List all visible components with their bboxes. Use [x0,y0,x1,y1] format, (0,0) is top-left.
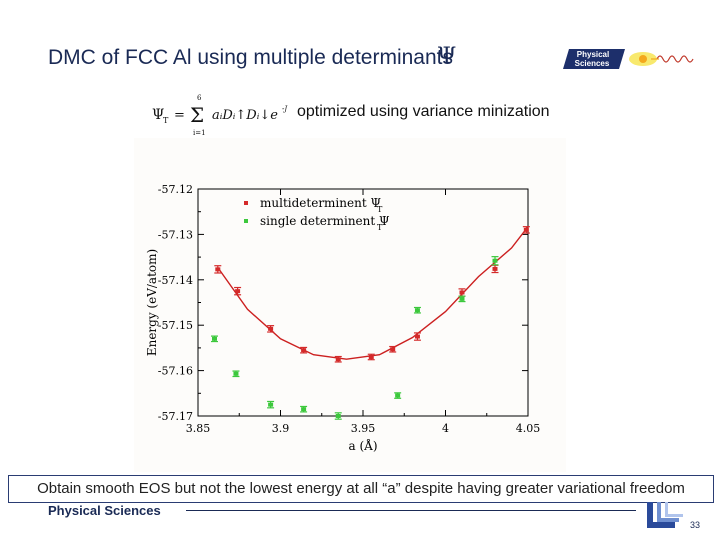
multideterminant-point [215,267,221,272]
x-tick-label: 4.05 [516,422,541,435]
logo-text-line2: Sciences [575,59,610,68]
legend-multideterminant-text: multideterminent Ψ [260,196,381,210]
multideterminant-point [268,326,274,331]
single-determinant-point [492,258,498,263]
slide-caption: Obtain smooth EOS but not the lowest ene… [8,475,714,503]
single-determinant-point [212,336,217,341]
multideterminant-point [390,347,396,352]
formula-sum-bottom: i=1 [193,129,206,137]
formula-lhs-sub: T [163,116,169,125]
multideterminant-point [523,227,529,232]
formula-lhs: Ψ [152,107,164,123]
eos-chart: 3.85 3.9 3.95 4 4.05 -57.12 -57.13 -57.14 -57.15… [145,183,541,453]
formula-equals: = [174,108,185,123]
single-determinant-point [414,308,420,313]
fit-curve [217,226,529,360]
legend-single-determinant-text: single determinent Ψ [260,214,390,228]
x-tick-label: 3.85 [186,422,211,435]
single-determinant-point [335,414,341,418]
x-tick-label: 3.95 [351,422,376,435]
multideterminant-point [235,289,241,294]
formula-sigma: Σ [190,103,204,127]
y-tick-label: -57.17 [158,410,193,423]
x-axis-label: a (Å) [349,438,378,453]
single-determinant-point [301,407,307,412]
formula-body: aᵢDᵢ↑Dᵢ↓e [212,108,278,123]
wavefunction-formula: Ψ T = Σ 6 i=1 aᵢDᵢ↑Dᵢ↓e -J [152,94,288,137]
y-tick-label: -57.14 [158,274,193,287]
multideterminant-point [301,348,307,353]
slide-subtitle: optimized using variance minization [297,103,550,120]
multideterminant-point [335,357,341,362]
y-tick-label: -57.15 [158,319,193,332]
single-determinant-point [268,402,274,407]
formula-exponent: -J [282,105,288,113]
lab-logo-icon [647,502,683,528]
physical-sciences-logo: Physical Sciences [563,49,694,69]
logo-text-line1: Physical [577,50,609,59]
legend-multideterminant-marker [244,201,248,205]
multideterminant-point [492,266,498,271]
formula-sum-top: 6 [197,94,202,102]
x-tick-label: 3.9 [272,422,290,435]
single-determinant-point [459,296,465,301]
multideterminant-point [368,354,374,359]
y-tick-label: -57.13 [158,228,193,241]
footer-rule [186,510,636,511]
legend-single-determinant-marker [244,219,248,223]
slide-title: DMC of FCC Al using multiple determinant… [48,46,453,69]
x-tick-label: 4 [442,422,449,435]
title-psi-symbol: Ψ [437,44,457,69]
y-tick-label: -57.16 [158,365,193,378]
legend-multideterminant-sub: T [377,205,383,214]
multideterminant-point [414,334,420,339]
y-tick-label: -57.12 [158,183,193,196]
legend-single-determinant-sub: T [377,223,383,232]
multideterminant-point [459,290,465,295]
footer-label: Physical Sciences [48,503,161,518]
single-determinant-point [395,393,401,398]
single-determinant-point [233,371,239,376]
page-number: 33 [690,520,701,530]
y-axis-label: Energy (eV/atom) [145,249,159,356]
